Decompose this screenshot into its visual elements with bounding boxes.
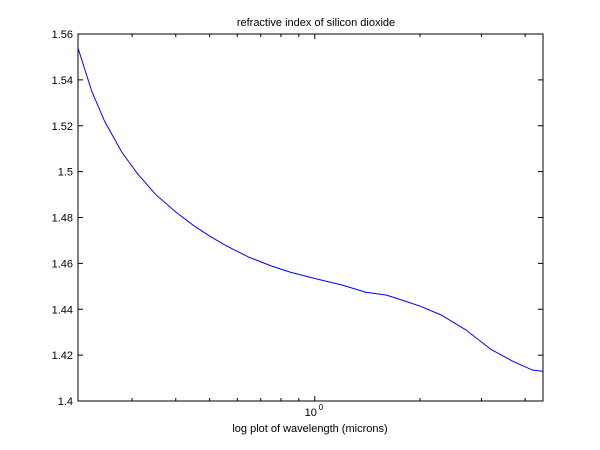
data-series [77, 47, 544, 372]
y-tick-label: 1.48 [52, 213, 73, 225]
y-tick-label: 1.42 [52, 350, 73, 362]
y-tick-label: 1.46 [52, 258, 73, 270]
chart-title: refractive index of silicon dioxide [237, 17, 395, 29]
axis-ticks [78, 33, 543, 402]
y-tick-label: 1.44 [52, 304, 73, 316]
plot-area-frame [77, 33, 544, 402]
y-tick-label: 1.56 [52, 29, 73, 41]
x-axis-label: log plot of wavelength (microns) [232, 423, 387, 435]
y-tick-label: 1.52 [52, 121, 73, 133]
series-line [77, 47, 544, 372]
x-tick-label-base: 10 [305, 407, 317, 419]
tick-labels: 1.4 1.42 1.44 1.46 1.48 1.5 1.52 1.54 1.56 10 0 [52, 29, 324, 419]
y-tick-label: 1.5 [58, 167, 73, 179]
y-tick-label: 1.54 [52, 75, 73, 87]
y-tick-label: 1.4 [58, 396, 73, 408]
x-tick-label-exponent: 0 [319, 403, 324, 412]
